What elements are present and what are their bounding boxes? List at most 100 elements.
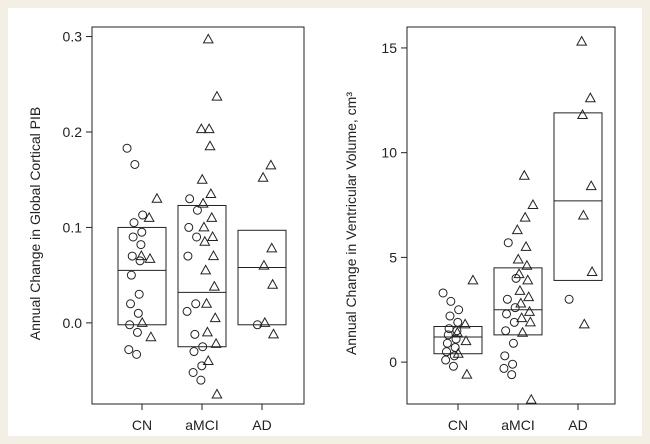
data-point-circle	[500, 351, 510, 361]
data-point-triangle	[527, 199, 539, 210]
data-point-circle	[192, 205, 202, 215]
data-point-triangle	[520, 240, 532, 251]
data-point-circle	[508, 338, 518, 348]
data-point-circle	[137, 227, 147, 237]
data-point-triangle	[523, 291, 535, 302]
data-point-circle	[508, 359, 518, 369]
data-point-triangle	[459, 318, 471, 329]
data-point-circle	[129, 218, 139, 228]
data-point-triangle	[136, 316, 148, 327]
data-point-triangle	[145, 331, 157, 342]
data-point-triangle	[521, 259, 533, 270]
data-point-triangle	[584, 92, 596, 103]
data-point-triangle	[143, 211, 155, 222]
box-aMCI	[493, 267, 543, 336]
data-point-triangle	[200, 297, 213, 308]
data-point-triangle	[578, 318, 590, 329]
data-point-circle	[125, 320, 135, 330]
data-point-circle	[126, 299, 136, 309]
y-axis-label: Annual Change in Global Cortical PIB	[27, 107, 43, 340]
data-point-triangle	[201, 326, 214, 337]
data-point-triangle	[514, 284, 526, 295]
data-point-triangle	[205, 188, 217, 199]
data-point-circle	[183, 251, 193, 261]
y-axis-label: Annual Change in Ventricular Volume, cm³	[343, 92, 359, 355]
data-point-triangle	[518, 169, 530, 180]
y-tick-label: 15	[381, 40, 397, 56]
y-tick-label: 0	[389, 354, 397, 370]
data-point-triangle	[522, 274, 534, 285]
x-tick-label: aMCI	[185, 417, 218, 433]
data-point-circle	[182, 306, 192, 316]
data-point-circle	[138, 210, 148, 220]
data-point-triangle	[513, 268, 525, 279]
y-tick-label: 0.0	[63, 315, 83, 331]
data-point-triangle	[576, 108, 589, 119]
y-tick-label: 10	[381, 145, 397, 161]
data-point-circle	[564, 294, 574, 304]
data-point-triangle	[451, 326, 463, 337]
data-point-circle	[509, 317, 519, 327]
box-CN	[117, 226, 167, 326]
data-point-circle	[454, 305, 464, 315]
data-point-triangle	[267, 328, 280, 339]
data-point-circle	[132, 349, 142, 359]
data-point-triangle	[211, 90, 223, 101]
data-point-circle	[184, 222, 194, 232]
data-point-triangle	[135, 250, 147, 261]
data-point-circle	[191, 299, 201, 309]
data-point-triangle	[207, 250, 220, 261]
data-point-triangle	[144, 252, 156, 263]
data-point-triangle	[257, 171, 269, 182]
x-tick-label: AD	[252, 417, 271, 433]
data-point-triangle	[151, 192, 163, 203]
right-chart: 0 5 10 15 CN aMCI AD Annual Change in Ventricul…	[343, 26, 616, 433]
data-point-triangle	[207, 230, 219, 241]
data-point-triangle	[258, 259, 270, 270]
data-point-triangle	[585, 180, 597, 191]
data-point-triangle	[586, 266, 598, 277]
data-point-triangle	[467, 274, 479, 285]
data-point-circle	[133, 308, 143, 318]
data-point-circle	[135, 256, 145, 266]
data-point-triangle	[525, 393, 537, 404]
data-point-triangle	[202, 355, 214, 366]
data-point-triangle	[209, 312, 221, 323]
box-AD	[237, 229, 287, 326]
data-point-triangle	[577, 209, 590, 220]
data-point-circle	[130, 159, 140, 169]
data-point-triangle	[460, 335, 472, 346]
data-point-triangle	[461, 368, 473, 379]
data-point-triangle	[516, 326, 529, 337]
figure-card	[8, 8, 642, 436]
plot-frame	[91, 26, 305, 405]
plot-frame	[406, 26, 616, 405]
data-point-triangle	[267, 278, 279, 289]
data-point-circle	[438, 288, 448, 298]
y-tick-label: 0.2	[63, 124, 83, 140]
data-point-triangle	[512, 253, 524, 264]
x-tick-label: CN	[132, 417, 152, 433]
data-point-circle	[196, 375, 206, 385]
data-point-circle	[502, 294, 512, 304]
data-point-triangle	[195, 123, 207, 134]
data-point-circle	[190, 329, 200, 339]
box-AD	[553, 112, 603, 281]
data-point-triangle	[452, 347, 464, 358]
y-tick-label: 5	[389, 249, 397, 265]
data-point-triangle	[200, 264, 212, 275]
data-point-circle	[445, 311, 455, 321]
data-point-triangle	[523, 305, 536, 316]
data-point-circle	[510, 303, 520, 313]
data-point-triangle	[519, 211, 531, 222]
data-point-circle	[134, 289, 144, 299]
box-aMCI	[177, 204, 227, 348]
x-tick-label: CN	[448, 417, 468, 433]
data-point-circle	[136, 240, 146, 250]
data-point-triangle	[511, 224, 523, 235]
data-point-triangle	[259, 316, 271, 327]
left-chart: 0.0 0.1 0.2 0.3 CN aMCI AD Annual Change in Glo…	[27, 26, 305, 433]
data-point-circle	[185, 194, 195, 204]
data-point-circle	[122, 143, 132, 153]
